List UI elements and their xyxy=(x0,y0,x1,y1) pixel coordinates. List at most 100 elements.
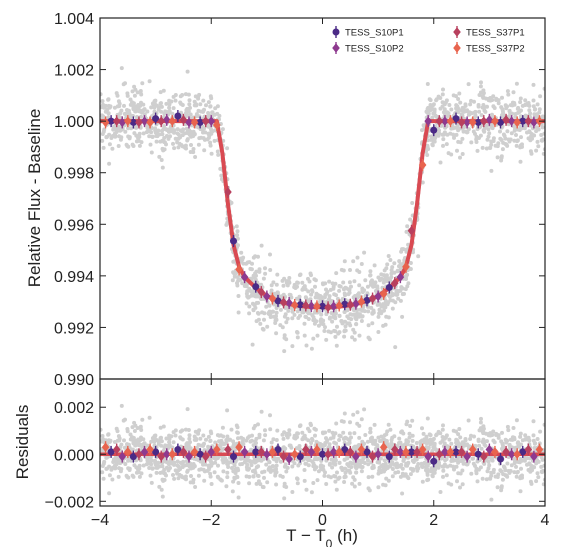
raw-residual-point xyxy=(136,440,141,445)
raw-flux-point xyxy=(154,139,159,144)
raw-residual-point xyxy=(115,438,120,443)
raw-residual-point xyxy=(136,437,141,442)
raw-residual-point xyxy=(488,476,493,481)
raw-residual-point xyxy=(201,443,206,448)
raw-residual-point xyxy=(359,417,364,422)
raw-flux-point xyxy=(406,281,411,286)
raw-flux-point xyxy=(389,271,394,276)
raw-residual-point xyxy=(300,437,305,442)
raw-flux-point xyxy=(381,302,385,307)
binned-residual-point xyxy=(468,444,477,455)
raw-flux-point xyxy=(326,298,331,302)
raw-residual-point xyxy=(271,464,275,469)
raw-residual-point xyxy=(138,458,143,463)
binned-point xyxy=(174,112,182,120)
x-tick-label: −4 xyxy=(91,512,109,529)
raw-residual-point xyxy=(410,438,415,443)
raw-residual-point xyxy=(472,434,476,439)
raw-flux-point xyxy=(234,271,238,276)
raw-residual-point xyxy=(297,444,302,448)
raw-residual-point xyxy=(198,436,203,441)
raw-flux-point xyxy=(115,104,120,109)
raw-residual-point xyxy=(303,436,308,441)
raw-flux-point xyxy=(161,88,166,93)
raw-flux-point xyxy=(159,109,164,114)
raw-residual-point xyxy=(517,443,522,448)
raw-flux-point xyxy=(430,115,435,120)
raw-residual-point xyxy=(141,463,146,468)
raw-residual-point xyxy=(157,484,162,489)
raw-flux-point xyxy=(250,261,254,266)
legend-item: TESS_S10P2 xyxy=(332,42,404,55)
raw-residual-point xyxy=(363,433,368,437)
raw-residual-point xyxy=(529,481,534,486)
raw-residual-point xyxy=(131,441,136,446)
binned-residual-point xyxy=(485,444,494,455)
raw-residual-point xyxy=(357,435,362,440)
raw-flux-point xyxy=(302,333,307,338)
raw-flux-point xyxy=(338,284,343,289)
raw-flux-point xyxy=(408,261,413,265)
raw-residual-point xyxy=(210,461,215,466)
raw-flux-point xyxy=(131,107,136,112)
raw-residual-point xyxy=(518,489,523,494)
raw-residual-point xyxy=(274,438,279,442)
raw-residual-point xyxy=(239,435,244,440)
raw-residual-point xyxy=(465,442,470,447)
raw-flux-point xyxy=(346,316,351,321)
raw-flux-point xyxy=(372,263,377,268)
raw-flux-point xyxy=(341,268,346,273)
raw-residual-point xyxy=(191,480,196,485)
raw-residual-point xyxy=(411,467,416,472)
raw-flux-point xyxy=(274,310,279,315)
raw-residual-point xyxy=(334,441,338,446)
raw-flux-point xyxy=(184,146,188,151)
raw-flux-point xyxy=(224,222,229,227)
raw-flux-point xyxy=(477,109,482,114)
raw-residual-point xyxy=(440,438,445,443)
raw-residual-point xyxy=(162,445,167,450)
raw-residual-point xyxy=(206,467,211,472)
raw-flux-point xyxy=(478,84,483,89)
binned-residual-point xyxy=(519,448,527,456)
raw-residual-point xyxy=(169,434,174,439)
raw-flux-point xyxy=(177,141,182,146)
binned-residual-point xyxy=(296,453,304,461)
raw-residual-point xyxy=(388,427,393,432)
raw-residual-point xyxy=(168,461,173,466)
binned-point xyxy=(168,116,177,126)
raw-flux-point xyxy=(508,111,513,116)
raw-residual-point xyxy=(460,482,465,487)
raw-residual-point xyxy=(510,437,515,442)
binned-point xyxy=(213,120,221,130)
raw-flux-point xyxy=(142,107,147,112)
raw-residual-point xyxy=(371,463,376,468)
binned-point xyxy=(290,300,299,310)
binned-residual-point xyxy=(335,447,343,457)
raw-residual-point xyxy=(144,462,149,467)
binned-point xyxy=(263,291,271,302)
binned-point xyxy=(457,117,466,128)
raw-flux-point xyxy=(249,267,254,272)
raw-flux-point xyxy=(286,308,291,313)
raw-flux-point xyxy=(366,323,371,328)
raw-residual-point xyxy=(130,473,135,478)
binned-point xyxy=(368,293,377,304)
raw-flux-point xyxy=(173,93,178,97)
raw-residual-point xyxy=(410,433,415,438)
raw-flux-point xyxy=(202,148,207,153)
raw-flux-point xyxy=(252,302,257,307)
raw-residual-point xyxy=(238,456,243,461)
raw-flux-point xyxy=(493,143,498,148)
raw-flux-point xyxy=(536,127,541,132)
legend-marker xyxy=(453,43,461,53)
binned-point xyxy=(519,117,527,125)
raw-flux-point xyxy=(357,333,362,338)
raw-residual-point xyxy=(156,460,161,465)
raw-flux-point xyxy=(390,265,395,270)
raw-flux-point xyxy=(186,92,191,97)
raw-residual-point xyxy=(439,456,444,461)
raw-residual-point xyxy=(458,435,463,440)
raw-flux-point xyxy=(449,152,454,157)
raw-residual-point xyxy=(418,442,423,447)
